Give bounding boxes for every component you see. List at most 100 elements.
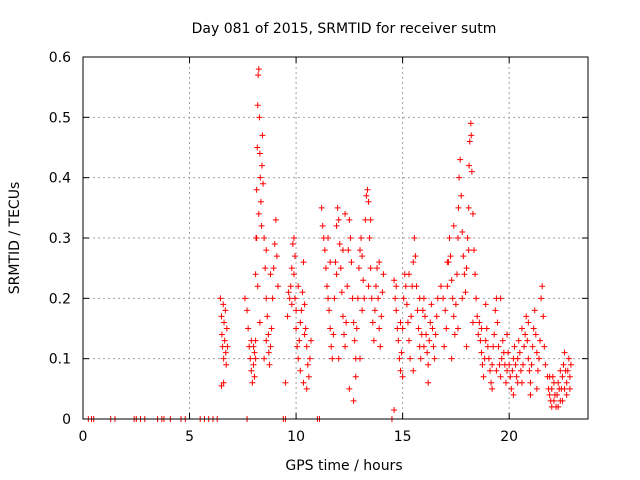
data-points [85,66,574,422]
data-point [460,253,467,260]
data-point [546,373,553,380]
data-point [494,319,501,326]
data-point [559,397,566,404]
data-point [257,174,264,181]
data-point [510,391,517,398]
data-point [410,259,417,266]
data-point [444,259,451,266]
data-point [327,259,334,266]
data-point [448,277,455,284]
data-point [364,186,371,193]
data-point [541,343,548,350]
data-point [464,235,471,241]
x-tick-label: 0 [79,429,88,445]
data-point [411,235,418,241]
data-point [247,355,254,362]
data-point [263,337,270,344]
data-point [304,361,311,368]
data-point [290,271,297,278]
data-point [465,204,472,211]
data-point [222,307,229,314]
data-point [290,235,297,241]
y-tick-label: 0.4 [49,171,71,187]
data-point [459,295,466,302]
data-point [532,331,539,338]
data-point [284,313,291,320]
data-point [336,241,343,248]
data-point [282,379,289,386]
x-tick-label: 20 [500,429,518,445]
data-point [528,361,535,368]
data-point [396,355,403,362]
y-tick-label: 0 [62,412,71,428]
data-point [245,325,252,332]
data-point [350,319,357,326]
data-point [342,343,349,350]
data-point [265,331,272,338]
data-point [550,397,557,404]
data-point [323,283,330,290]
data-point [429,325,436,332]
data-point [367,216,374,223]
data-point [516,349,523,356]
data-point [504,367,511,374]
data-point [331,295,338,302]
data-point [555,403,562,410]
data-point [269,295,276,302]
data-point [292,295,299,302]
data-point [495,343,502,350]
data-point [449,295,456,302]
data-point [297,367,304,374]
data-point [527,379,534,386]
x-tick-label: 10 [287,429,305,445]
data-point [366,235,373,241]
data-point [369,319,376,326]
data-point [332,259,339,266]
data-point [414,307,421,314]
data-point [325,235,332,241]
data-point [378,313,385,320]
data-point [486,367,493,374]
data-point [403,301,410,308]
data-point [338,289,345,296]
data-point [540,313,547,320]
data-point [514,379,521,386]
data-point [559,373,566,380]
data-point [398,349,405,356]
data-point [359,307,366,314]
data-point [566,385,573,392]
data-point [522,331,529,338]
data-point [254,102,261,109]
data-point [453,271,460,278]
data-point [448,355,455,362]
data-point [488,379,495,386]
data-point [301,301,308,308]
data-point [478,349,485,356]
data-point [251,373,258,380]
data-point [458,192,465,199]
y-tick-label: 0.1 [49,352,71,368]
data-point [270,265,277,272]
data-point [468,168,475,175]
data-point [533,349,540,356]
data-point [397,367,404,374]
data-point [489,385,496,392]
data-point [441,343,448,350]
data-point [514,355,521,362]
data-point [485,355,492,362]
data-point [349,295,356,302]
data-point [535,355,542,362]
x-axis: 0 5 10 15 20 [79,57,518,445]
data-point [437,283,444,290]
data-point [221,337,228,344]
data-point [285,289,292,296]
data-point [256,319,263,326]
data-point [318,204,325,211]
data-point [223,361,230,368]
data-point [517,367,524,374]
data-point [446,235,453,241]
data-point [303,343,310,350]
data-point [376,259,383,266]
data-point [538,295,545,302]
